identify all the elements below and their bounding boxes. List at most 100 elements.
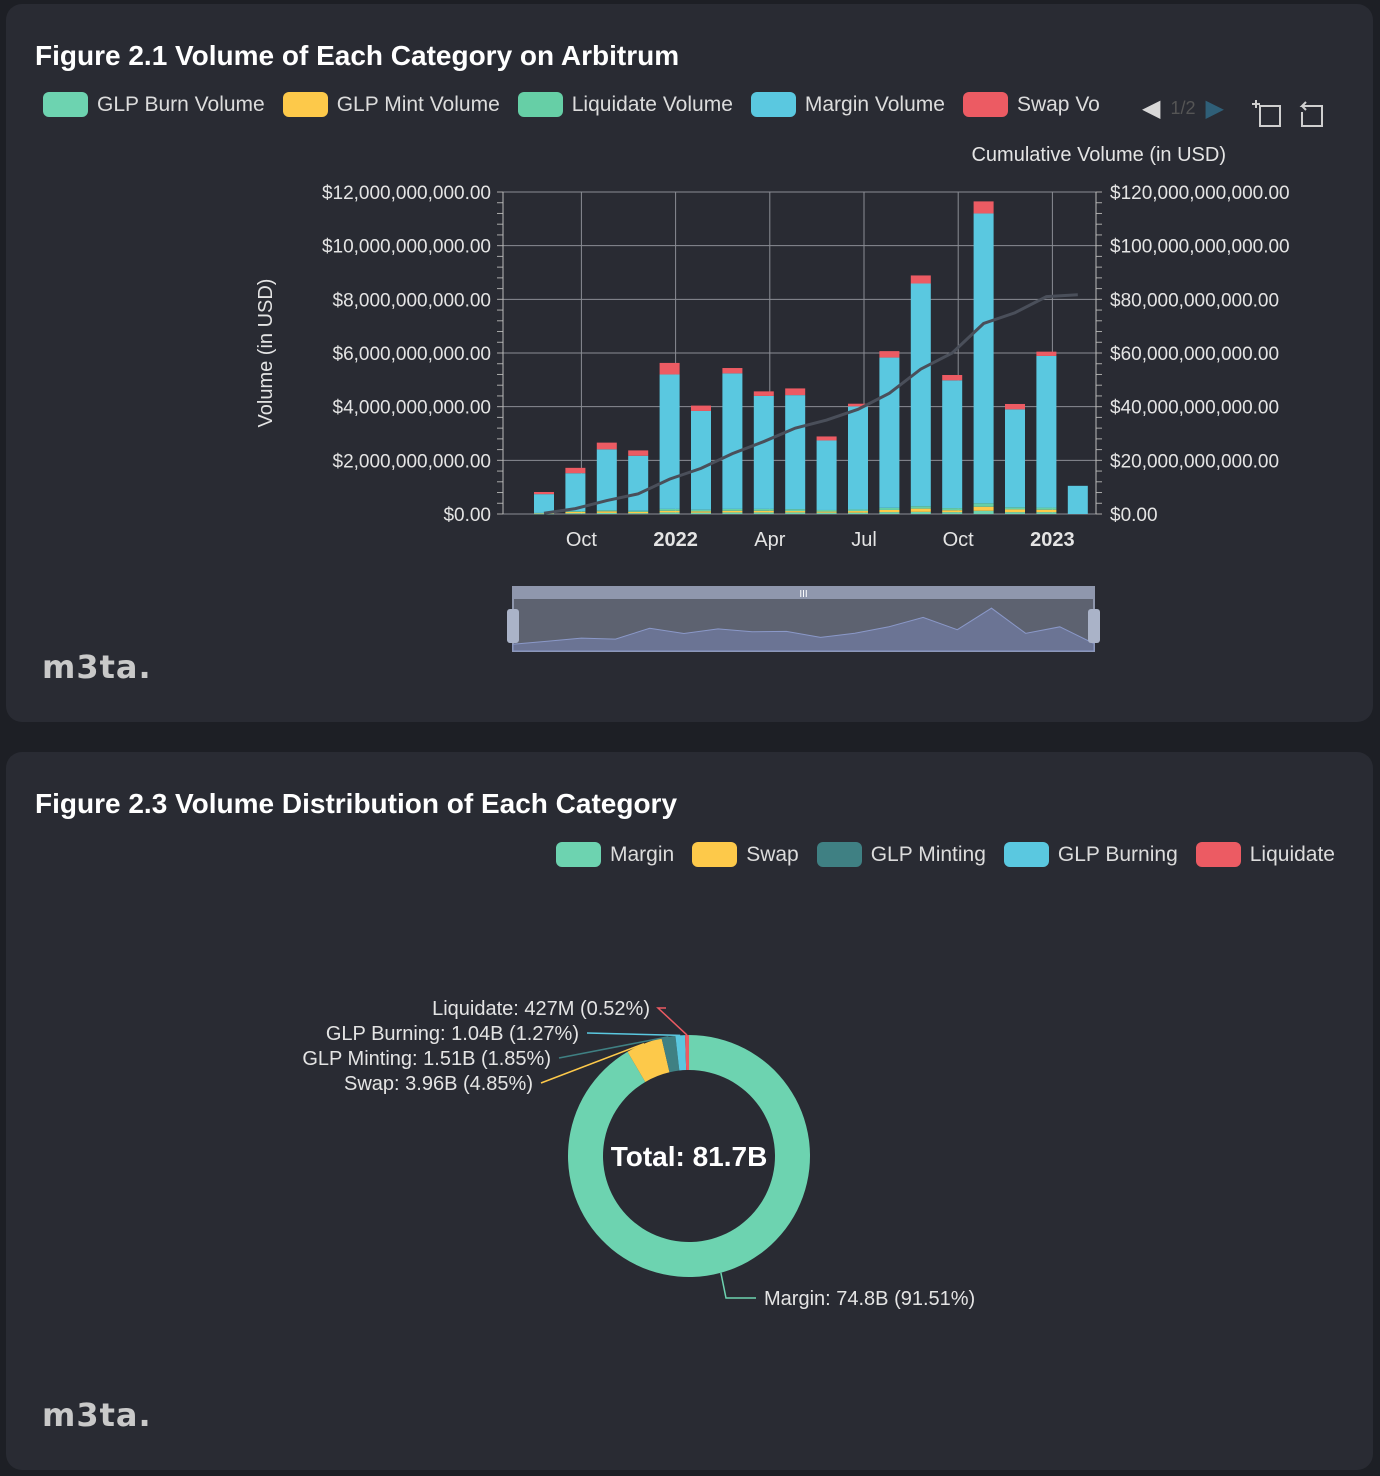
bar-segment [1036,512,1057,514]
bar-segment [785,512,806,514]
bar-segment [753,395,774,509]
legend-pager: ◀ 1/2 ▶ [1142,94,1224,123]
bar-segment [534,513,554,514]
bar-segment [1005,409,1025,508]
bar-segment [1005,507,1025,510]
donut-slice-glp-minting [661,1035,680,1073]
bar-segment [691,509,711,512]
bar-segment [659,510,680,513]
x-tick-label: 2022 [653,529,698,551]
legend-label: Swap Vo [1016,92,1100,116]
bar-segment [785,511,806,513]
legend-item-liquidate[interactable]: Liquidate [1195,842,1335,867]
legend-item-swap[interactable]: Swap [692,842,799,867]
bar-segment [816,440,837,510]
label-leader-line [586,1032,681,1037]
bar-segment [753,512,774,514]
donut-slice-swap [627,1038,670,1082]
bar-segment [848,403,868,407]
bar-segment [848,509,868,512]
x-tick-label: Oct [943,529,975,551]
legend-label: GLP Burning [1057,842,1178,866]
bar-segment [691,511,711,513]
legend-item-glp-mint-volume[interactable]: GLP Mint Volume [282,92,500,117]
m3ta-logo: m3ta. [42,1396,152,1434]
bar-segment [1036,351,1057,356]
legend-item-glp-burning[interactable]: GLP Burning [1003,842,1178,867]
bar-segment [879,512,900,514]
bar-segment [1067,485,1088,514]
bar-segment [596,511,617,513]
bar-segment [596,512,617,514]
y2-tick-label: $0.00 [1110,505,1158,526]
bar-segment [879,507,900,510]
legend-item-glp-minting[interactable]: GLP Minting [816,842,986,867]
y2-tick-label: $40,000,000,000.00 [1110,398,1279,419]
bar-segment [785,395,806,510]
bar-segment [565,467,586,474]
y-tick-label: $6,000,000,000.00 [333,344,492,365]
legend-label: GLP Minting [870,842,986,866]
bar-segment [1005,512,1025,514]
legend-swatch [282,92,328,117]
chart-title: Figure 2.1 Volume of Each Category on Ar… [35,40,680,71]
legend-item-margin-volume[interactable]: Margin Volume [750,92,945,117]
bar-chart: $0.00 $0.00 $2,000,000,000.00 $20,000,000,0… [255,144,1290,652]
restore-zoom-icon[interactable] [1299,101,1323,127]
x-tick-label: Oct [566,529,598,551]
bar-segment [910,508,931,512]
bar-segment [1036,355,1057,508]
bar-segment [659,512,680,514]
bar-segment [565,473,586,512]
bar-segment [1005,509,1025,513]
legend-label: Margin [609,842,675,866]
legend-item-margin[interactable]: Margin [555,842,675,867]
bar-segment [691,405,711,411]
bar-segment [973,503,994,507]
legend-item-glp-burn-volume[interactable]: GLP Burn Volume [43,92,265,117]
m3ta-logo: m3ta. [42,648,152,686]
bar-segment [973,510,994,514]
bar-segment [596,449,617,511]
legend-label: GLP Mint Volume [336,92,500,116]
bar-segment [596,510,617,512]
donut-center-total: Total: 81.7B [611,1141,768,1172]
y-tick-label: $4,000,000,000.00 [333,398,492,419]
legend-swatch [517,92,563,117]
bar-segment [816,436,837,441]
bar-segment [816,511,837,513]
bar-segment [659,374,680,509]
bar-segment [1036,509,1057,513]
legend-item-swap-vo[interactable]: Swap Vo [962,92,1100,117]
bar-segment [753,510,774,513]
bar-segment [691,410,711,510]
zoom-icon[interactable] [1252,100,1281,127]
bar-segment [722,373,743,509]
bar-segment [816,512,837,514]
bar-segment [659,362,680,375]
bar-segment [628,513,649,514]
legend-swatch [1003,842,1049,867]
chart-panel-volume-by-category: Figure 2.1 Volume of Each Category on Ar… [6,4,1373,722]
label-leader-line [656,1007,688,1036]
legend-next-icon[interactable]: ▶ [1205,95,1224,122]
bar-segment [848,511,868,513]
y2-tick-label: $120,000,000,000.00 [1110,183,1290,204]
bar-segment [910,511,931,514]
datazoom-handle-bar [513,587,1094,599]
legend-swatch [816,842,862,867]
legend-item-liquidate-volume[interactable]: Liquidate Volume [517,92,733,117]
bar-segment [879,351,900,358]
legend-label: GLP Burn Volume [97,92,265,116]
cumulative-line [543,293,1078,515]
bar-segment [534,494,554,513]
chart-title: Figure 2.3 Volume Distribution of Each C… [35,788,678,819]
y-tick-label: $8,000,000,000.00 [333,290,492,311]
chart-legend: Margin Swap GLP Minting GLP Burning Liquidat… [555,842,1353,867]
bar-segment [816,509,837,512]
bar-segment [848,512,868,514]
slice-label: GLP Burning: 1.04B (1.27%) [326,1023,579,1045]
legend-prev-icon[interactable]: ◀ [1142,95,1161,122]
bar-segment [879,357,900,508]
slice-label: Margin: 74.8B (91.51%) [764,1288,975,1310]
